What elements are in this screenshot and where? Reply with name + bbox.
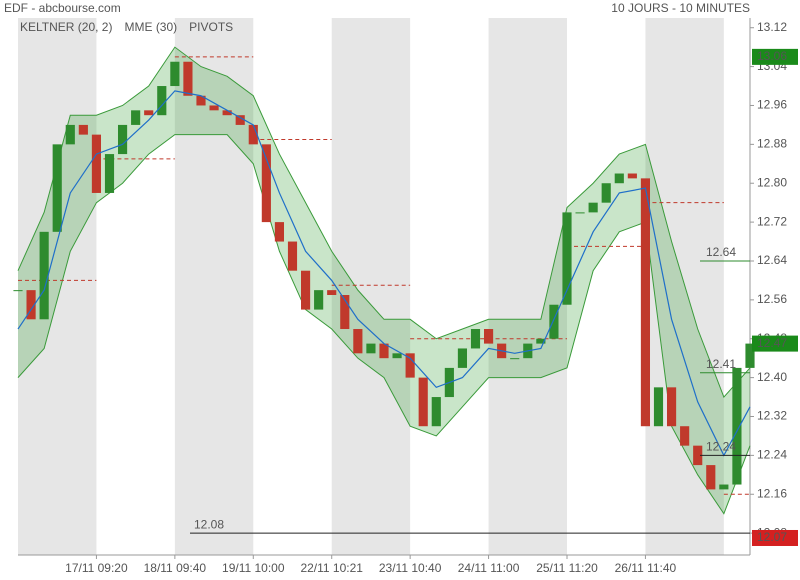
y-tick-label: 12.16: [757, 486, 787, 500]
candle: [693, 445, 703, 466]
x-tick-label: 24/11 11:00: [458, 561, 520, 575]
candle: [392, 353, 402, 359]
candle: [601, 183, 611, 203]
y-tick-label: 12.40: [757, 370, 787, 384]
y-tick-label: 12.80: [757, 175, 787, 189]
candle: [483, 329, 494, 344]
candle: [588, 202, 598, 213]
x-tick-label: 26/11 11:40: [615, 561, 677, 575]
candle: [327, 290, 337, 296]
day-shade: [488, 18, 567, 555]
x-tick-label: 22/11 10:21: [300, 561, 363, 575]
candle: [745, 343, 755, 368]
candle: [340, 295, 350, 330]
candle: [314, 290, 324, 310]
price-tag: [752, 529, 798, 546]
candle: [78, 124, 88, 135]
candle: [510, 358, 520, 360]
candle: [131, 110, 141, 125]
candle: [457, 348, 468, 368]
candle: [274, 222, 285, 242]
candle: [614, 173, 624, 184]
y-tick-label: 12.96: [757, 98, 787, 112]
level-label: 12.64: [706, 245, 736, 259]
chart-subtitle: 10 JOURS - 10 MINUTES: [611, 1, 750, 15]
y-tick-label: 12.24: [757, 448, 787, 462]
legend-entry: PIVOTS: [189, 20, 233, 34]
candle: [627, 173, 637, 179]
y-tick-label: 12.56: [757, 292, 787, 306]
price-tag-label: 12.07: [757, 530, 787, 544]
keltner-upper: [17, 46, 751, 399]
candle: [470, 329, 481, 349]
legend-entry: KELTNER (20, 2): [20, 20, 112, 34]
candle: [26, 290, 36, 320]
candle: [13, 290, 23, 292]
level-label: 12.41: [706, 357, 736, 371]
candle: [562, 212, 572, 305]
x-tick-label: 25/11 11:20: [536, 561, 598, 575]
candle: [248, 124, 258, 145]
y-tick-label: 12.72: [757, 214, 787, 228]
candle: [157, 86, 167, 116]
candle: [65, 124, 75, 145]
candle: [640, 178, 651, 427]
y-tick-label: 13.12: [757, 20, 787, 34]
candle: [353, 329, 363, 354]
candle: [91, 134, 102, 193]
price-tag-label: 13.06: [757, 49, 787, 63]
x-tick-label: 19/11 10:00: [222, 561, 285, 575]
y-tick-label: 12.32: [757, 409, 787, 423]
price-tag-label: 12.47: [757, 336, 787, 350]
keltner-lower: [17, 134, 751, 515]
candle: [680, 426, 690, 446]
candle: [104, 154, 115, 193]
candle: [52, 144, 62, 232]
candle: [300, 270, 311, 310]
candle: [117, 124, 128, 155]
chart-title: EDF - abcbourse.com: [4, 1, 121, 15]
x-tick-label: 18/11 09:40: [144, 561, 207, 575]
level-label: 12.24: [706, 440, 736, 454]
legend-entry: MME (30): [124, 20, 177, 34]
x-tick-label: 17/11 09:20: [65, 561, 128, 575]
day-shade: [18, 18, 97, 555]
candle: [144, 110, 154, 116]
candle: [235, 115, 245, 125]
candle: [431, 397, 441, 427]
candle: [209, 105, 219, 111]
candle: [575, 212, 585, 214]
candle: [183, 61, 193, 96]
ema-line: [17, 90, 751, 457]
candle: [549, 304, 559, 339]
candle: [706, 465, 716, 490]
candle: [196, 95, 206, 106]
price-tag: [752, 335, 798, 352]
price-tag: [752, 48, 798, 65]
y-tick-label: 12.88: [757, 137, 787, 151]
candle: [261, 144, 271, 223]
candle: [379, 343, 389, 359]
x-tick-label: 23/11 10:40: [379, 561, 442, 575]
candle: [732, 367, 742, 485]
candle: [418, 377, 428, 427]
candle: [405, 353, 415, 378]
candle: [366, 343, 376, 354]
day-shade: [331, 18, 411, 555]
candle: [39, 231, 49, 320]
candle: [536, 338, 546, 344]
candle: [653, 387, 664, 427]
candle: [719, 484, 729, 490]
level-label: 12.08: [194, 517, 224, 531]
y-tick-label: 12.64: [757, 253, 787, 267]
candle: [666, 387, 677, 427]
candle: [287, 241, 298, 271]
candle: [222, 110, 232, 116]
candle: [170, 61, 180, 87]
